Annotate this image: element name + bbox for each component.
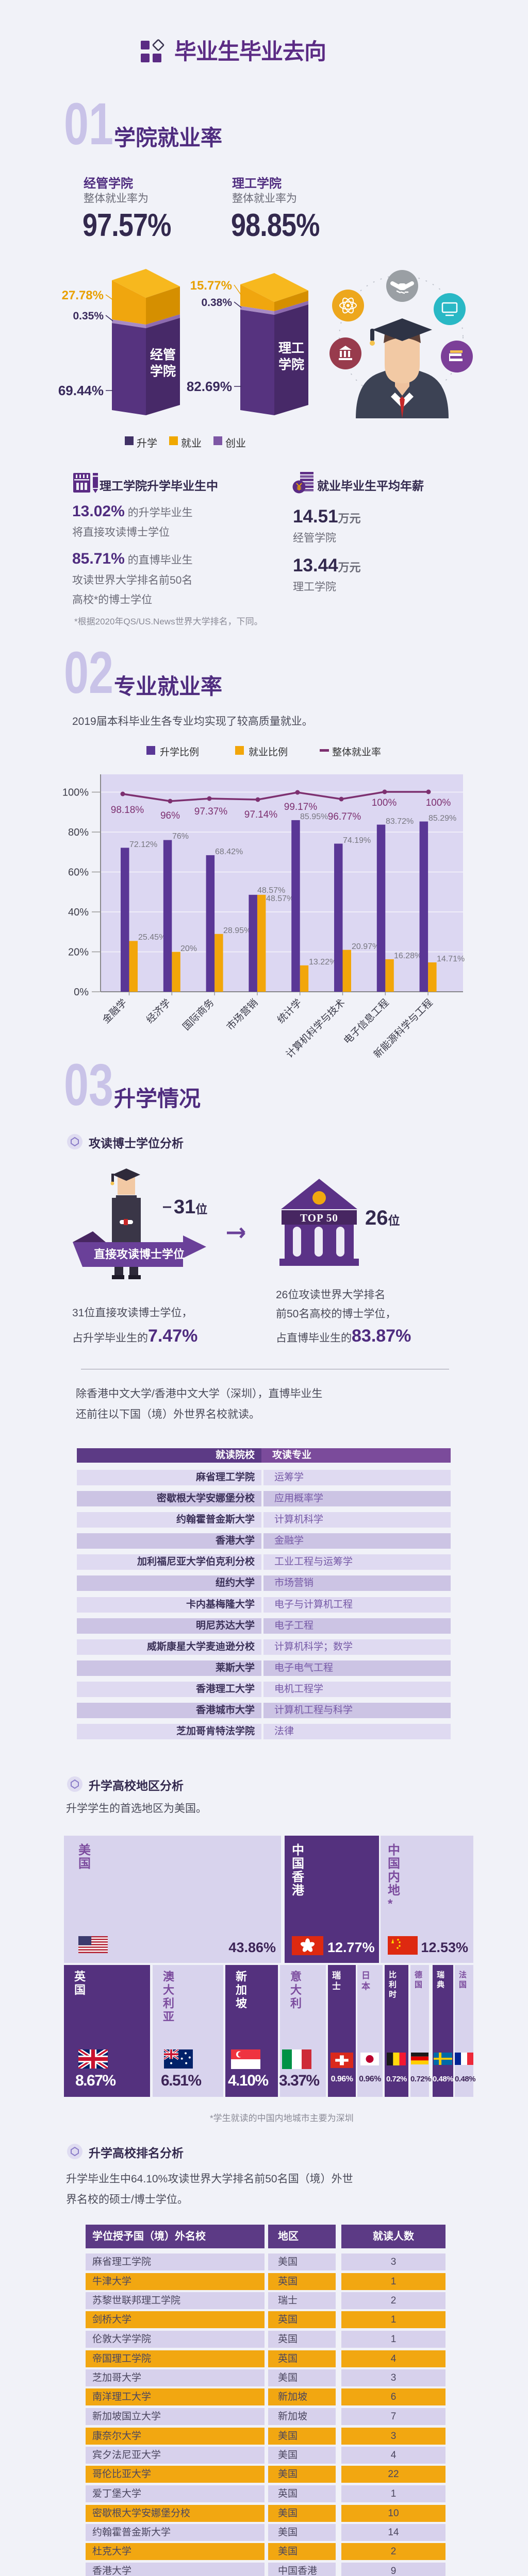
svg-text:TOP 50: TOP 50	[300, 1212, 338, 1224]
svg-text:25.45%: 25.45%	[138, 933, 166, 942]
svg-text:31位: 31位	[174, 1196, 207, 1218]
svg-text:96.77%: 96.77%	[328, 811, 361, 822]
svg-text:99.17%: 99.17%	[284, 802, 318, 812]
svg-text:72.12%: 72.12%	[129, 840, 157, 849]
svg-text:0.38%: 0.38%	[201, 297, 232, 309]
svg-text:15.77%: 15.77%	[190, 279, 232, 293]
svg-text:40%: 40%	[68, 907, 89, 918]
svg-text:27.78%: 27.78%	[62, 289, 104, 302]
svg-text:97.37%: 97.37%	[194, 806, 228, 817]
svg-text:13.22%: 13.22%	[309, 958, 337, 967]
svg-text:69.44%: 69.44%	[58, 383, 104, 398]
svg-text:96%: 96%	[160, 810, 180, 821]
svg-text:26位: 26位	[365, 1207, 400, 1229]
svg-text:76%: 76%	[172, 832, 189, 841]
svg-text:80%: 80%	[68, 827, 89, 838]
svg-text:0.35%: 0.35%	[73, 310, 104, 322]
svg-text:60%: 60%	[68, 867, 89, 878]
svg-text:74.19%: 74.19%	[343, 836, 371, 845]
svg-text:97.14%: 97.14%	[244, 809, 278, 820]
svg-text:0%: 0%	[74, 987, 89, 998]
svg-text:学院: 学院	[278, 357, 304, 372]
svg-text:国际商务: 国际商务	[180, 997, 216, 1032]
svg-text:48.57%: 48.57%	[266, 894, 294, 903]
svg-text:学院: 学院	[150, 364, 176, 379]
svg-text:市场营销: 市场营销	[224, 997, 260, 1032]
svg-text:48.57%: 48.57%	[257, 886, 285, 895]
svg-text:100%: 100%	[62, 787, 89, 799]
svg-text:100%: 100%	[372, 798, 397, 808]
svg-text:98.18%: 98.18%	[111, 805, 144, 816]
svg-text:统计学: 统计学	[275, 997, 304, 1026]
svg-text:电子信息工程: 电子信息工程	[341, 997, 391, 1046]
svg-text:20%: 20%	[180, 944, 197, 953]
svg-text:20.97%: 20.97%	[352, 942, 380, 951]
svg-text:28.95%: 28.95%	[223, 926, 251, 935]
svg-text:20%: 20%	[68, 947, 89, 958]
svg-text:金融学: 金融学	[101, 997, 129, 1026]
svg-text:直接攻读博士学位: 直接攻读博士学位	[94, 1248, 185, 1261]
svg-text:85.95%: 85.95%	[300, 812, 328, 821]
svg-text:82.69%: 82.69%	[187, 379, 232, 394]
svg-text:16.28%: 16.28%	[394, 952, 422, 960]
svg-text:100%: 100%	[426, 798, 451, 808]
svg-text:83.72%: 83.72%	[386, 817, 414, 826]
svg-text:14.71%: 14.71%	[437, 955, 465, 963]
svg-text:85.29%: 85.29%	[428, 814, 456, 823]
svg-text:理工: 理工	[278, 341, 304, 355]
svg-text:经管: 经管	[150, 347, 176, 362]
svg-text:68.42%: 68.42%	[215, 848, 243, 856]
svg-text:经济学: 经济学	[144, 997, 173, 1026]
